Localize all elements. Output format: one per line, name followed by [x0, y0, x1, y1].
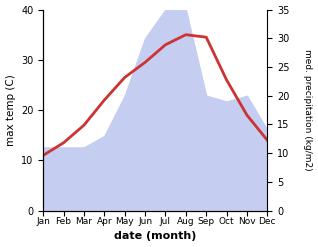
X-axis label: date (month): date (month) [114, 231, 197, 242]
Y-axis label: med. precipitation (kg/m2): med. precipitation (kg/m2) [303, 49, 313, 171]
Y-axis label: max temp (C): max temp (C) [5, 74, 16, 146]
